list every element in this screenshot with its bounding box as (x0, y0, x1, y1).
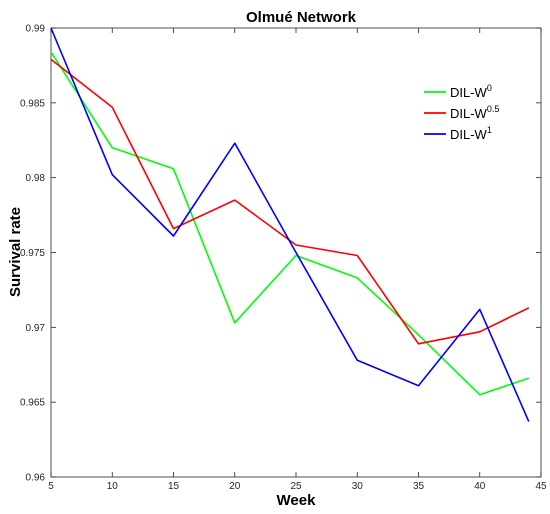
x-tick-label: 30 (352, 481, 364, 492)
legend-label-superscript: 0.5 (487, 104, 500, 114)
legend-label-name: DIL-W (450, 127, 488, 142)
legend-label-name: DIL-W (450, 85, 488, 100)
legend-label-0: DIL-W0 (450, 83, 492, 100)
x-tick-label: 45 (535, 481, 547, 492)
legend-label-2: DIL-W1 (450, 125, 492, 142)
y-tick-label: 0.975 (20, 248, 45, 259)
series-line-1 (50, 58, 530, 345)
x-tick-label: 5 (48, 481, 54, 492)
y-tick-label: 0.985 (20, 98, 45, 109)
y-tick-label: 0.98 (26, 173, 46, 184)
y-tick-label: 0.965 (20, 398, 45, 409)
legend-label-name: DIL-W (450, 106, 488, 121)
series-line-2 (50, 27, 530, 422)
axis-ticks: 5 10 15 20 25 30 35 40 450.960.9650.970.9750.980… (20, 24, 547, 493)
x-axis-title: Week (277, 492, 317, 509)
y-axis-title: Survival rate (7, 207, 24, 297)
chart-title: Olmué Network (246, 9, 357, 26)
x-tick-label: 10 (107, 481, 119, 492)
x-tick-label: 15 (168, 481, 180, 492)
x-tick-label: 40 (474, 481, 486, 492)
x-tick-label: 35 (413, 481, 425, 492)
y-tick-label: 0.97 (26, 323, 46, 334)
legend-label-superscript: 1 (487, 125, 492, 135)
x-tick-label: 20 (229, 481, 241, 492)
legend-label-1: DIL-W0.5 (450, 104, 499, 121)
y-tick-label: 0.99 (26, 24, 46, 35)
legend-label-superscript: 0 (487, 83, 492, 93)
x-tick-label: 25 (290, 481, 302, 492)
series-line-0 (50, 51, 530, 396)
y-tick-label: 0.96 (26, 473, 46, 484)
series-lines (50, 27, 530, 422)
